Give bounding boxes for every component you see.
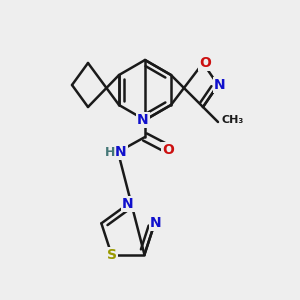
Text: O: O: [162, 143, 174, 157]
Text: N: N: [137, 113, 149, 127]
Text: H: H: [105, 146, 115, 158]
Text: N: N: [150, 216, 161, 230]
Text: N: N: [122, 197, 134, 211]
Text: CH₃: CH₃: [222, 115, 244, 125]
Text: N: N: [214, 78, 226, 92]
Text: O: O: [199, 56, 211, 70]
Text: N: N: [115, 145, 127, 159]
Text: S: S: [106, 248, 116, 262]
